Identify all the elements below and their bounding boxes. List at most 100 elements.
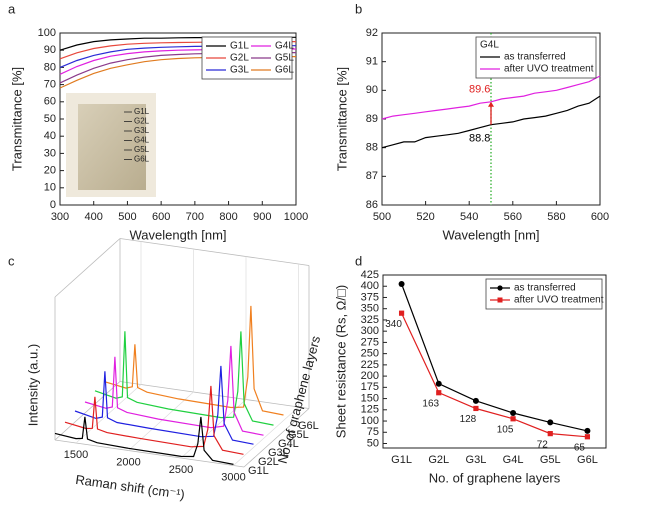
spectrum xyxy=(84,345,264,436)
spectrum xyxy=(54,416,234,465)
y-axis-title: Sheet resistance (Rs, Ω/□) xyxy=(333,285,348,438)
panel-label: c xyxy=(8,253,15,268)
point xyxy=(510,409,517,416)
layer-label: G3L xyxy=(268,447,289,459)
x-tick-label: 500 xyxy=(118,211,136,223)
axis-line xyxy=(54,381,121,441)
inset-label: G5L xyxy=(134,145,150,154)
series-line xyxy=(401,312,588,438)
layer-label: G2L xyxy=(258,456,279,468)
y-tick-label: 325 xyxy=(361,314,379,326)
series-line xyxy=(401,283,588,432)
inset-label: G6L xyxy=(134,155,150,164)
y-tick-label: 91 xyxy=(366,56,378,68)
point xyxy=(398,310,405,316)
data-label: 65 xyxy=(574,442,586,453)
spectrum xyxy=(104,305,284,416)
data-label: 105 xyxy=(497,424,514,435)
panel-label: a xyxy=(8,1,16,16)
x-tick-label: G4L xyxy=(503,454,524,466)
wall-line xyxy=(54,238,121,298)
y-tick-label: 350 xyxy=(361,303,379,315)
annotation: 88.8 xyxy=(469,133,490,145)
wall-line xyxy=(119,238,310,266)
y-tick-label: 250 xyxy=(361,348,379,360)
y-tick-label: 10 xyxy=(44,182,56,194)
legend-label: G6L xyxy=(275,65,294,76)
x-tick-label: G6L xyxy=(577,454,598,466)
y-tick-label: 200 xyxy=(361,370,379,382)
y-tick-label: 425 xyxy=(361,269,379,281)
legend-label: G3L xyxy=(230,65,249,76)
axis-line xyxy=(119,381,310,409)
layer-label: G1L xyxy=(248,465,269,477)
x-tick-label: 600 xyxy=(591,211,609,223)
y-tick-label: 150 xyxy=(361,392,379,404)
inset-label: G4L xyxy=(134,136,150,145)
legend-box xyxy=(485,278,603,310)
z-axis-title: No. of graphene layers xyxy=(275,334,324,465)
inset-photo xyxy=(78,104,146,190)
y-tick-label: 40 xyxy=(44,130,56,142)
legend-label: after UVO treatment xyxy=(514,295,604,306)
y-tick-label: 375 xyxy=(361,291,379,303)
layer-label: G6L xyxy=(298,420,319,432)
y-tick-label: 70 xyxy=(44,79,56,91)
x-axis-title: Wavelength [nm] xyxy=(442,227,539,242)
y-tick-label: 20 xyxy=(44,165,56,177)
point xyxy=(547,419,554,426)
y-tick-label: 88 xyxy=(366,142,378,154)
panel-label: b xyxy=(355,1,362,16)
x-tick-label: 2500 xyxy=(169,464,193,476)
y-tick-label: 92 xyxy=(366,27,378,39)
y-tick-label: 90 xyxy=(44,44,56,56)
y-axis-title: Transmittance [%] xyxy=(9,67,24,171)
point xyxy=(436,390,442,396)
y-tick-label: 50 xyxy=(44,113,56,125)
data-label: 163 xyxy=(422,398,439,409)
y-tick-label: 75 xyxy=(367,426,379,438)
legend-label: G4L xyxy=(275,41,294,52)
x-tick-label: 700 xyxy=(186,211,204,223)
y-axis-title: Transmittance [%] xyxy=(334,67,349,171)
x-axis-title: Wavelength [nm] xyxy=(129,227,226,242)
x-tick-label: 500 xyxy=(373,211,391,223)
layer-label: G5L xyxy=(288,429,309,441)
axis-line xyxy=(54,439,245,468)
y-tick-label: 100 xyxy=(361,415,379,427)
axis-line xyxy=(243,408,310,468)
spectrum xyxy=(94,331,274,426)
x-tick-label: 400 xyxy=(85,211,103,223)
inset-label: G1L xyxy=(134,107,150,116)
legend-label: as transferred xyxy=(514,283,576,294)
legend-label: G2L xyxy=(230,53,249,64)
x-tick-label: 2000 xyxy=(116,456,140,468)
y-tick-label: 400 xyxy=(361,280,379,292)
y-tick-label: 30 xyxy=(44,147,56,159)
y-tick-label: 90 xyxy=(366,84,378,96)
x-tick-label: 1000 xyxy=(284,211,308,223)
point xyxy=(510,416,516,422)
y-tick-label: 175 xyxy=(361,381,379,393)
grid-line xyxy=(233,406,299,466)
legend-label: after UVO treatment xyxy=(504,64,594,75)
x-tick-label: 540 xyxy=(460,211,478,223)
arrow-head xyxy=(488,101,494,107)
inset-label: G2L xyxy=(134,117,150,126)
x-axis-title: Raman shift (cm⁻¹) xyxy=(75,472,186,502)
x-tick-label: 300 xyxy=(51,211,69,223)
x-tick-label: G5L xyxy=(540,454,561,466)
legend-label: G1L xyxy=(230,41,249,52)
y-axis-title: Intensity (a.u.) xyxy=(25,344,40,426)
point xyxy=(473,405,479,412)
inset-label: G3L xyxy=(134,126,150,135)
y-tick-label: 100 xyxy=(38,27,56,39)
y-tick-label: 50 xyxy=(367,437,379,449)
x-tick-label: 1500 xyxy=(64,449,88,461)
point xyxy=(547,431,553,437)
plot-frame xyxy=(382,274,607,449)
point xyxy=(472,397,479,404)
data-label: 128 xyxy=(460,414,477,425)
x-tick-label: 580 xyxy=(547,211,565,223)
